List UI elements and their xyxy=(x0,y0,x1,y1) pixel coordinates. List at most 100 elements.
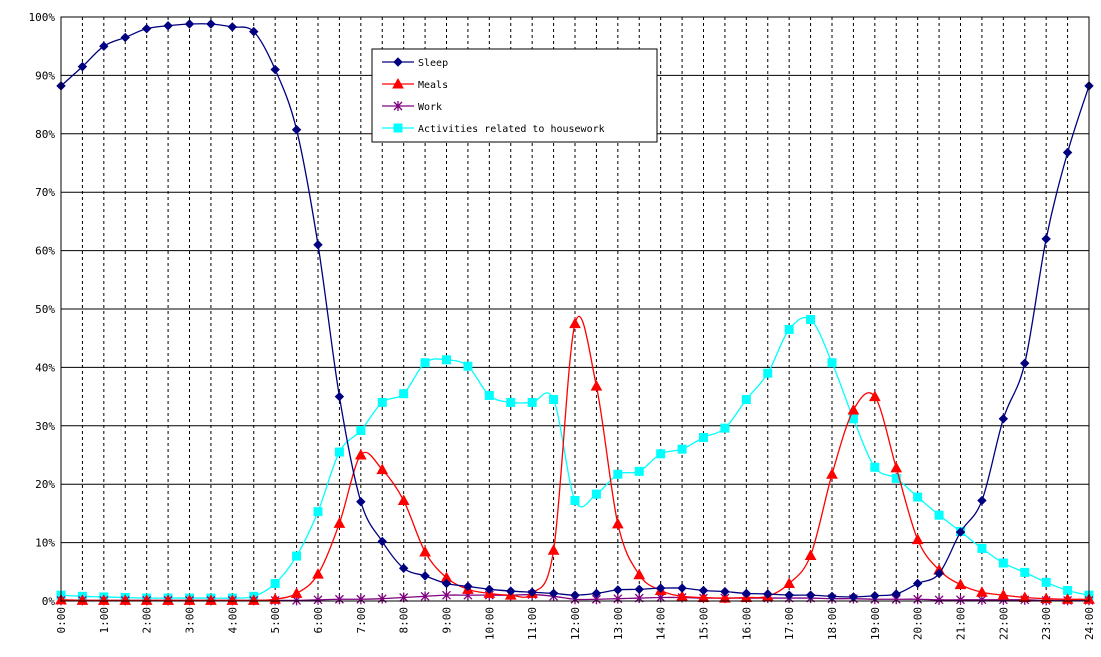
x-tick-label: 23:00 xyxy=(1040,607,1053,640)
sleep-point xyxy=(698,585,709,596)
x-tick-label: 24:00 xyxy=(1083,607,1096,640)
activities-related-to-housework-point xyxy=(356,425,366,435)
work-point xyxy=(313,594,323,605)
meals-point xyxy=(976,586,988,597)
activities-related-to-housework-point xyxy=(463,361,473,371)
sleep-point xyxy=(484,584,495,595)
x-tick-label: 17:00 xyxy=(783,607,796,640)
meals-point xyxy=(333,517,346,528)
activities-related-to-housework-point xyxy=(570,496,580,506)
legend-label: Activities related to housework xyxy=(418,124,605,135)
meals-point xyxy=(783,577,796,588)
meals-point xyxy=(633,568,646,580)
sleep-point xyxy=(848,592,859,602)
sleep-point xyxy=(441,578,452,589)
meals-point xyxy=(911,533,924,545)
y-tick-label: 80% xyxy=(35,128,55,141)
work-point xyxy=(913,594,923,605)
x-axis-tick-labels: 0:00 1:00 2:00 3:00 4:00 5:00 6:00 7:00 8:00 9:00… xyxy=(55,607,1096,640)
activities-related-to-housework-point xyxy=(934,510,944,520)
x-tick-label: 15:00 xyxy=(698,607,711,640)
x-tick-label: 1:00 xyxy=(98,607,111,634)
series-layer xyxy=(55,19,1095,606)
y-tick-label: 50% xyxy=(35,303,55,316)
activities-related-to-housework-point xyxy=(1041,577,1051,587)
activities-related-to-housework-point xyxy=(741,395,751,405)
activities-related-to-housework-point xyxy=(377,397,387,407)
y-tick-label: 40% xyxy=(35,361,55,374)
meals-point xyxy=(719,592,731,603)
activities-related-to-housework-point xyxy=(913,492,923,502)
series-sleep xyxy=(56,19,1094,602)
activities-related-to-housework-point xyxy=(763,368,773,378)
activities-related-to-housework-point xyxy=(827,358,837,368)
sleep-point xyxy=(763,589,773,599)
x-tick-label: 5:00 xyxy=(269,607,282,634)
meals-point xyxy=(569,317,581,329)
sleep-point xyxy=(570,590,580,600)
activities-related-to-housework-point xyxy=(527,397,537,407)
legend-item-activities-related-to-housework: Activities related to housework xyxy=(382,123,605,135)
sleep-point xyxy=(1041,234,1051,244)
x-tick-label: 13:00 xyxy=(612,607,625,640)
y-tick-label: 30% xyxy=(35,420,55,433)
x-tick-label: 12:00 xyxy=(569,607,582,640)
sleep-point xyxy=(227,22,238,32)
activities-related-to-housework-point xyxy=(270,578,280,588)
x-tick-label: 11:00 xyxy=(526,607,539,640)
meals-point xyxy=(140,594,153,605)
work-point xyxy=(334,594,344,605)
sleep-point xyxy=(270,64,280,75)
activities-related-to-housework-point xyxy=(334,447,344,457)
x-tick-label: 18:00 xyxy=(826,607,839,640)
meals-point xyxy=(290,587,303,598)
sleep-point xyxy=(634,584,644,595)
work-point xyxy=(442,590,451,601)
work-point xyxy=(956,594,965,605)
sleep-point xyxy=(613,585,623,595)
sleep-point xyxy=(955,527,966,537)
legend-sleep-point xyxy=(393,57,403,67)
meals-point xyxy=(162,594,174,605)
activities-related-to-housework-point xyxy=(420,358,430,368)
meals-point xyxy=(804,549,817,560)
activities-related-to-housework-point xyxy=(656,449,666,459)
meals-point xyxy=(183,594,196,605)
work-point xyxy=(356,594,366,605)
sleep-point xyxy=(249,26,259,37)
meals-point xyxy=(847,404,860,415)
activities-related-to-housework-point xyxy=(442,355,451,365)
meals-point xyxy=(826,468,838,479)
meals-point xyxy=(997,589,1010,600)
work-point xyxy=(420,591,430,602)
x-tick-label: 7:00 xyxy=(355,607,368,634)
y-tick-label: 60% xyxy=(35,245,55,258)
plot-frame xyxy=(60,16,1090,602)
legend-work-point xyxy=(393,101,403,111)
y-axis-tick-labels: 0% 10% 20% 30% 40% 50% 60% 70% 80% 90% 100% xyxy=(29,11,56,608)
legend: Sleep Meals Work Activities related to hous… xyxy=(371,48,658,143)
activities-related-to-housework-point xyxy=(1020,567,1030,577)
y-tick-label: 10% xyxy=(35,537,55,550)
sleep-point xyxy=(741,588,752,599)
y-tick-label: 90% xyxy=(35,69,55,82)
meals-point xyxy=(611,517,624,529)
activities-related-to-housework-point xyxy=(998,558,1008,568)
meals-point xyxy=(119,594,132,605)
activities-related-to-housework-point xyxy=(977,543,987,553)
y-tick-label: 100% xyxy=(29,11,56,24)
activities-related-to-housework-point xyxy=(292,551,302,561)
meals-point xyxy=(312,568,324,579)
activities-related-to-housework-point xyxy=(806,315,816,325)
sleep-point xyxy=(805,590,816,600)
x-tick-label: 2:00 xyxy=(141,607,154,634)
sleep-point xyxy=(398,563,409,574)
sleep-point xyxy=(720,586,730,597)
x-tick-label: 3:00 xyxy=(184,607,197,634)
activities-related-to-housework-point xyxy=(484,390,494,400)
x-tick-label: 6:00 xyxy=(312,607,325,634)
meals-point xyxy=(226,594,239,605)
activities-related-to-housework-point xyxy=(784,324,794,334)
activities-related-to-housework-point xyxy=(634,466,644,476)
